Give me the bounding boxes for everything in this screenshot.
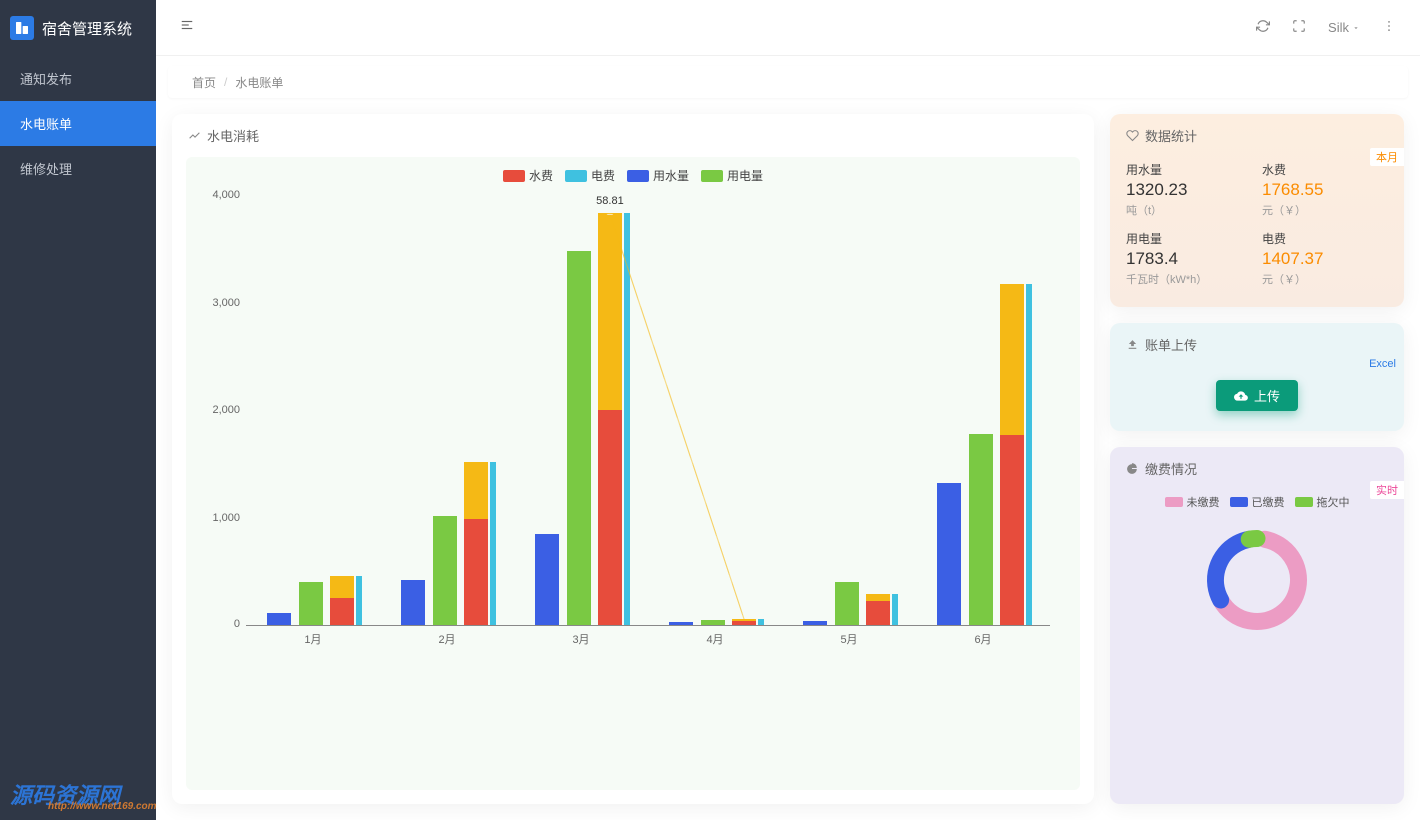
heart-icon (1126, 129, 1139, 142)
bar-water-usage[interactable] (267, 613, 291, 625)
payment-card: 缴费情况 实时 未缴费已缴费拖欠中 (1110, 447, 1404, 804)
logo-icon (10, 16, 34, 40)
sidebar-item-2[interactable]: 维修处理 (0, 146, 156, 191)
bar-elec-usage[interactable] (835, 582, 859, 625)
refresh-icon[interactable] (1256, 19, 1270, 36)
topbar: Silk (156, 0, 1420, 56)
upload-title: 账单上传 (1145, 335, 1197, 354)
sidebar: 宿舍管理系统 通知发布水电账单维修处理 (0, 0, 156, 820)
bar-water-usage[interactable] (401, 580, 425, 625)
upload-tag: Excel (1361, 357, 1404, 371)
bar-elec-fee[interactable] (490, 462, 496, 625)
watermark: 源码资源网 http://www.net169.com (10, 778, 120, 810)
stat-item: 电费1407.37元（￥） (1262, 230, 1388, 287)
chart-body: 水费电费用水量用电量 01,0002,0003,0004,0001月2月3月4月… (186, 157, 1080, 790)
pie-icon (1126, 462, 1139, 475)
sidebar-header: 宿舍管理系统 (0, 0, 156, 56)
cloud-upload-icon (1234, 389, 1248, 403)
bar-water-usage[interactable] (535, 534, 559, 625)
stat-item: 水费1768.55元（￥） (1262, 161, 1388, 218)
bar-water-fee[interactable] (464, 519, 488, 625)
payment-legend: 未缴费已缴费拖欠中 (1110, 490, 1404, 514)
legend-item[interactable]: 用水量 (627, 167, 689, 184)
bar-elec-fee[interactable] (356, 576, 362, 625)
bar-elec-fee[interactable] (758, 619, 764, 625)
bar-elec-fee[interactable] (1026, 284, 1032, 625)
payment-tag: 实时 (1370, 481, 1404, 499)
breadcrumb: 首页 / 水电账单 (168, 66, 1408, 98)
payment-title: 缴费情况 (1145, 459, 1197, 478)
upload-card: 账单上传 Excel 上传 (1110, 323, 1404, 431)
stats-tag: 本月 (1370, 148, 1404, 166)
bar-water-fee[interactable] (866, 601, 890, 625)
bar-elec-usage[interactable] (969, 434, 993, 625)
chart-area: 01,0002,0003,0004,0001月2月3月4月5月6月58.81 (246, 196, 1050, 626)
chart-annotation: 58.81 (596, 195, 624, 207)
more-icon[interactable] (1382, 19, 1396, 36)
bar-water-fee[interactable] (732, 621, 756, 625)
legend-item[interactable]: 水费 (503, 167, 553, 184)
main: Silk 首页 / 水电账单 水电消耗 水费电费用水量用电量 01,0002,0… (156, 0, 1420, 820)
bar-water-usage[interactable] (937, 483, 961, 625)
bar-water-usage[interactable] (803, 621, 827, 625)
user-name: Silk (1328, 20, 1349, 35)
bar-elec-fee[interactable] (892, 594, 898, 625)
bar-water-fee[interactable] (330, 598, 354, 625)
payment-legend-item[interactable]: 已缴费 (1230, 494, 1285, 510)
bar-elec-fee[interactable] (624, 213, 630, 625)
bar-elec-usage[interactable] (567, 251, 591, 625)
legend-item[interactable]: 用电量 (701, 167, 763, 184)
bar-elec-usage[interactable] (433, 516, 457, 625)
chart-icon (188, 129, 201, 142)
upload-header: 账单上传 (1110, 323, 1404, 366)
bar-water-fee[interactable] (598, 410, 622, 625)
chart-card-header: 水电消耗 (172, 114, 1094, 157)
upload-button-label: 上传 (1254, 386, 1280, 405)
legend-item[interactable]: 电费 (565, 167, 615, 184)
stats-card: 数据统计 本月 用水量1320.23吨（t）水费1768.55元（￥）用电量17… (1110, 114, 1404, 307)
chart-legend: 水费电费用水量用电量 (206, 167, 1060, 184)
sidebar-item-0[interactable]: 通知发布 (0, 56, 156, 101)
breadcrumb-sep: / (224, 75, 227, 89)
payment-header: 缴费情况 (1110, 447, 1404, 490)
menu-toggle[interactable] (180, 18, 194, 37)
stats-header: 数据统计 (1110, 114, 1404, 157)
payment-legend-item[interactable]: 拖欠中 (1295, 494, 1350, 510)
upload-header-icon (1126, 338, 1139, 351)
donut-chart (1110, 514, 1404, 656)
chart-card: 水电消耗 水费电费用水量用电量 01,0002,0003,0004,0001月2… (172, 114, 1094, 804)
bar-elec-usage[interactable] (701, 620, 725, 625)
bar-water-fee[interactable] (1000, 435, 1024, 625)
user-menu[interactable]: Silk (1328, 20, 1360, 35)
stats-title: 数据统计 (1145, 126, 1197, 145)
payment-legend-item[interactable]: 未缴费 (1165, 494, 1220, 510)
stat-item: 用水量1320.23吨（t） (1126, 161, 1252, 218)
breadcrumb-home[interactable]: 首页 (192, 74, 216, 91)
sidebar-title: 宿舍管理系统 (42, 18, 132, 39)
chart-title: 水电消耗 (207, 126, 259, 145)
breadcrumb-current: 水电账单 (235, 74, 283, 91)
upload-button[interactable]: 上传 (1216, 380, 1298, 411)
stat-item: 用电量1783.4千瓦时（kW*h） (1126, 230, 1252, 287)
sidebar-item-1[interactable]: 水电账单 (0, 101, 156, 146)
bar-water-usage[interactable] (669, 622, 693, 625)
bar-elec-usage[interactable] (299, 582, 323, 625)
fullscreen-icon[interactable] (1292, 19, 1306, 36)
